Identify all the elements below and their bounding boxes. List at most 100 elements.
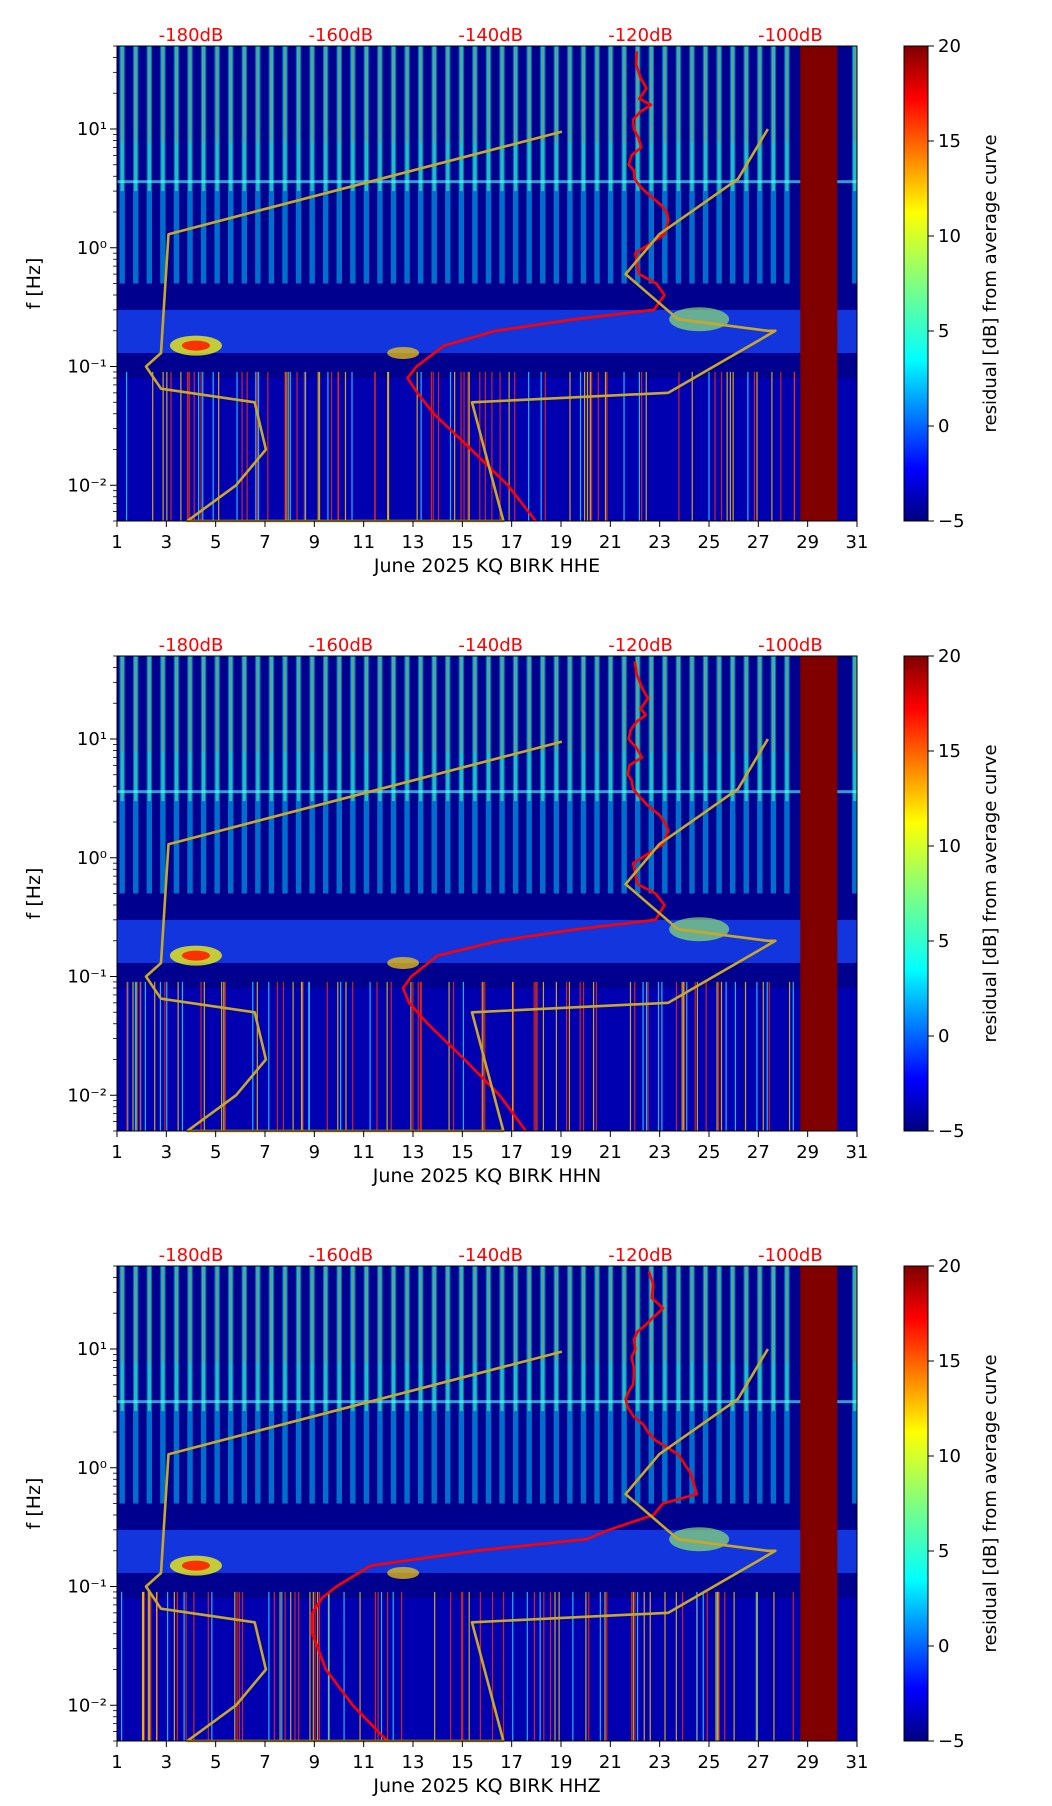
daily-stripe-hot [297, 1268, 300, 1363]
psd-curve-red [401, 661, 670, 1132]
daily-stripe-core [161, 656, 165, 802]
db-scale-label: -180dB [159, 1245, 224, 1266]
daily-stripe-hot [392, 1268, 395, 1363]
x-tick-label: 13 [402, 1142, 425, 1163]
daily-stripe-core [120, 656, 124, 802]
daily-stripe-hot [202, 48, 205, 143]
daily-stripe-hot [609, 658, 612, 753]
daily-stripe-core [188, 1266, 192, 1412]
x-tick-label: 25 [698, 1752, 721, 1773]
event-blob [387, 346, 420, 359]
daily-stripe-hot [487, 48, 490, 143]
y-tick-label: 10¹ [77, 119, 107, 140]
daily-stripe-core [161, 46, 165, 192]
daily-stripe-core [242, 656, 246, 802]
daily-stripe-hot [270, 48, 273, 143]
daily-stripe-hot [121, 1268, 123, 1363]
daily-stripe-core [310, 46, 314, 192]
y-tick-label: 10⁰ [77, 238, 107, 259]
colorbar: 20 15 10 5 0 −5 residual [dB] from average cur… [903, 646, 1001, 1142]
x-tick-label: 21 [599, 1752, 622, 1773]
daily-stripe-hot [664, 1268, 666, 1363]
db-scale-label: -100dB [758, 635, 823, 656]
daily-stripe-hot [134, 48, 137, 143]
x-tick-label: 21 [599, 1142, 622, 1163]
daily-stripe-hot [650, 658, 653, 753]
daily-stripe-hot [351, 658, 354, 753]
colorbar-label: residual [dB] from average curve [980, 744, 1001, 1042]
daily-stripe-hot [786, 658, 788, 753]
daily-stripe-hot [772, 1268, 775, 1363]
daily-stripe-hot [772, 48, 775, 143]
daily-stripe-hot [446, 48, 449, 143]
daily-stripe-hot [691, 48, 693, 143]
daily-stripe-core [310, 656, 314, 802]
daily-stripe-core [853, 1266, 857, 1412]
daily-stripe-core [744, 656, 748, 802]
y-axis-label: f [Hz] [23, 258, 45, 310]
daily-stripe-hot [623, 658, 625, 753]
daily-stripe-core [201, 1266, 206, 1412]
daily-stripe-hot [474, 48, 476, 143]
daily-stripe-hot [460, 48, 463, 143]
daily-stripe-core [147, 46, 151, 192]
y-tick-label: 10⁻¹ [67, 357, 107, 378]
psd-curve-red [311, 1270, 699, 1742]
y-tick-label: 10⁰ [77, 848, 107, 869]
daily-stripe-core [744, 1266, 748, 1412]
x-tick-label: 23 [648, 1752, 671, 1773]
daily-stripe-hot [216, 1268, 218, 1363]
y-tick-label: 10¹ [77, 1339, 107, 1360]
daily-stripe-hot [731, 1268, 734, 1363]
daily-stripe-core [215, 46, 219, 192]
daily-stripe-core [717, 656, 721, 802]
x-axis-label: June 2025 KQ BIRK HHZ [372, 1775, 600, 1797]
colorbar-tick-label: 20 [938, 36, 961, 57]
daily-stripe-core [337, 46, 341, 192]
data-gap [800, 1266, 838, 1741]
daily-stripe-core [283, 1266, 287, 1412]
colorbar-gradient [903, 45, 929, 522]
daily-stripe-core [500, 1266, 504, 1412]
x-tick-label: 9 [309, 1752, 320, 1773]
x-tick-label: 19 [550, 532, 573, 553]
daily-stripe-hot [636, 1268, 639, 1363]
spectral-line [117, 1400, 857, 1404]
x-tick-label: 17 [500, 1142, 523, 1163]
daily-stripe-core [432, 656, 436, 802]
daily-stripe-hot [650, 48, 653, 143]
data-gap [800, 656, 838, 1131]
daily-stripe-hot [731, 658, 734, 753]
daily-stripe-hot [501, 48, 503, 143]
daily-stripe-hot [338, 658, 341, 753]
y-tick-label: 10⁰ [77, 1458, 107, 1479]
daily-stripe-core [296, 46, 301, 192]
daily-stripe-core [269, 46, 274, 192]
daily-stripe-core [161, 1266, 165, 1412]
daily-stripe-hot [514, 48, 517, 143]
daily-stripe-hot [134, 1268, 137, 1363]
x-tick-label: 31 [846, 1142, 869, 1163]
daily-stripe-core [771, 656, 776, 802]
daily-stripe-core [636, 46, 640, 192]
daily-stripe-hot [148, 658, 151, 753]
daily-stripe-core [201, 656, 206, 802]
daily-stripe-hot [853, 48, 856, 143]
daily-stripe-core [513, 1266, 518, 1412]
colorbar-gradient [903, 655, 929, 1132]
x-tick-label: 5 [210, 1142, 221, 1163]
daily-stripe-core [554, 1266, 558, 1412]
daily-stripe-core [744, 46, 748, 192]
daily-stripe-hot [324, 48, 327, 143]
daily-stripe-core [459, 656, 463, 802]
x-tick-label: 9 [309, 1142, 320, 1163]
daily-stripe-hot [487, 658, 490, 753]
daily-stripe-hot [758, 1268, 761, 1363]
microseism-band [117, 309, 857, 353]
x-tick-label: 11 [352, 1142, 375, 1163]
colorbar-tick-label: 15 [938, 1351, 961, 1372]
db-scale-label: -140dB [458, 25, 523, 46]
daily-stripe-hot [338, 48, 341, 143]
daily-stripe-hot [162, 658, 164, 753]
